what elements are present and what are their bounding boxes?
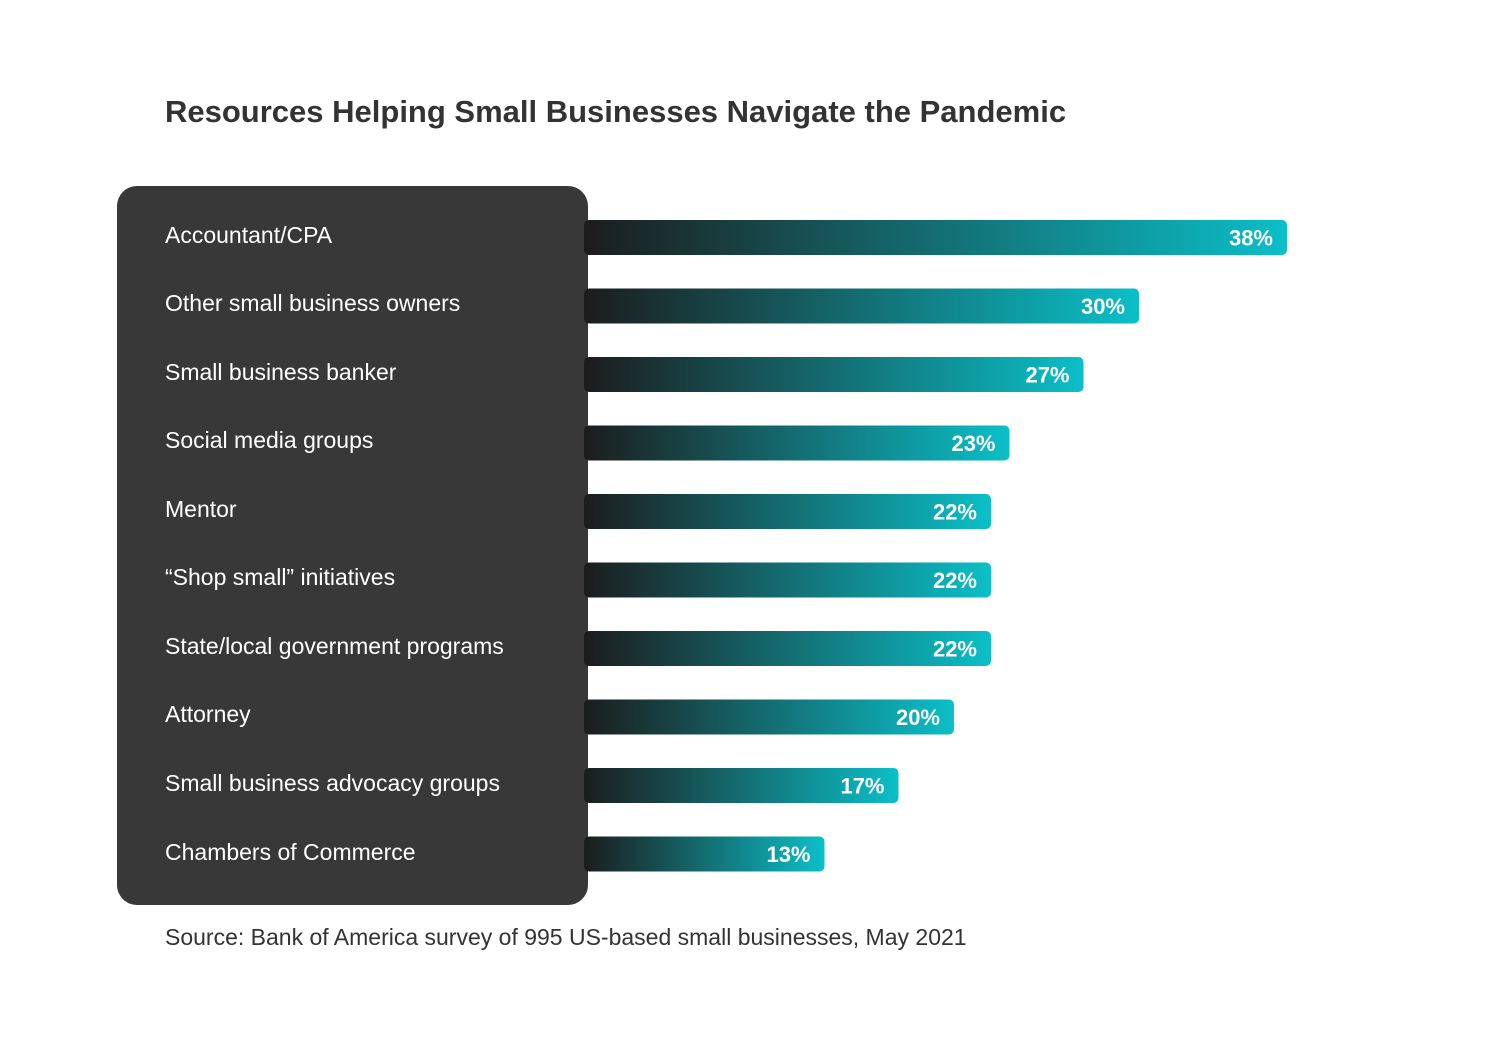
- category-label-small-business-advocacy-groups: Small business advocacy groups: [165, 770, 500, 796]
- bar-chambers-of-commerce: [584, 836, 825, 872]
- bar-state-local-government-programs: [584, 631, 991, 666]
- bar-value-label-small-business-advocacy-groups: 17%: [840, 774, 884, 799]
- bar-shop-small-initiatives: [584, 562, 991, 598]
- bar-mentor: [584, 494, 991, 529]
- bar-value-label-chambers-of-commerce: 13%: [766, 842, 810, 867]
- category-label-chambers-of-commerce: Chambers of Commerce: [165, 839, 416, 865]
- bar-accountant-cpa: [584, 220, 1287, 255]
- category-label-state-local-government-programs: State/local government programs: [165, 633, 504, 659]
- bar-value-label-state-local-government-programs: 22%: [933, 637, 977, 662]
- category-label-panel: [117, 186, 588, 905]
- category-label-shop-small-initiatives: “Shop small” initiatives: [165, 564, 396, 590]
- bar-value-label-other-small-business-owners: 30%: [1081, 294, 1125, 319]
- bar-value-label-social-media-groups: 23%: [951, 431, 995, 456]
- bar-value-label-attorney: 20%: [896, 705, 940, 730]
- bar-value-label-small-business-banker: 27%: [1025, 363, 1069, 388]
- category-label-social-media-groups: Social media groups: [165, 427, 374, 453]
- category-label-small-business-banker: Small business banker: [165, 359, 397, 385]
- bar-small-business-advocacy-groups: [584, 768, 899, 803]
- category-label-attorney: Attorney: [165, 701, 251, 727]
- bar-value-label-shop-small-initiatives: 22%: [933, 568, 977, 593]
- chart-title: Resources Helping Small Businesses Navig…: [165, 94, 1067, 129]
- bar-value-label-accountant-cpa: 38%: [1229, 226, 1273, 251]
- bar-value-label-mentor: 22%: [933, 500, 977, 525]
- category-label-mentor: Mentor: [165, 496, 237, 522]
- source-note: Source: Bank of America survey of 995 US…: [165, 924, 967, 950]
- category-label-other-small-business-owners: Other small business owners: [165, 290, 461, 316]
- bar-other-small-business-owners: [584, 288, 1139, 324]
- bar-social-media-groups: [584, 425, 1010, 461]
- bar-attorney: [584, 699, 954, 735]
- category-label-accountant-cpa: Accountant/CPA: [165, 222, 333, 248]
- bar-small-business-banker: [584, 357, 1084, 392]
